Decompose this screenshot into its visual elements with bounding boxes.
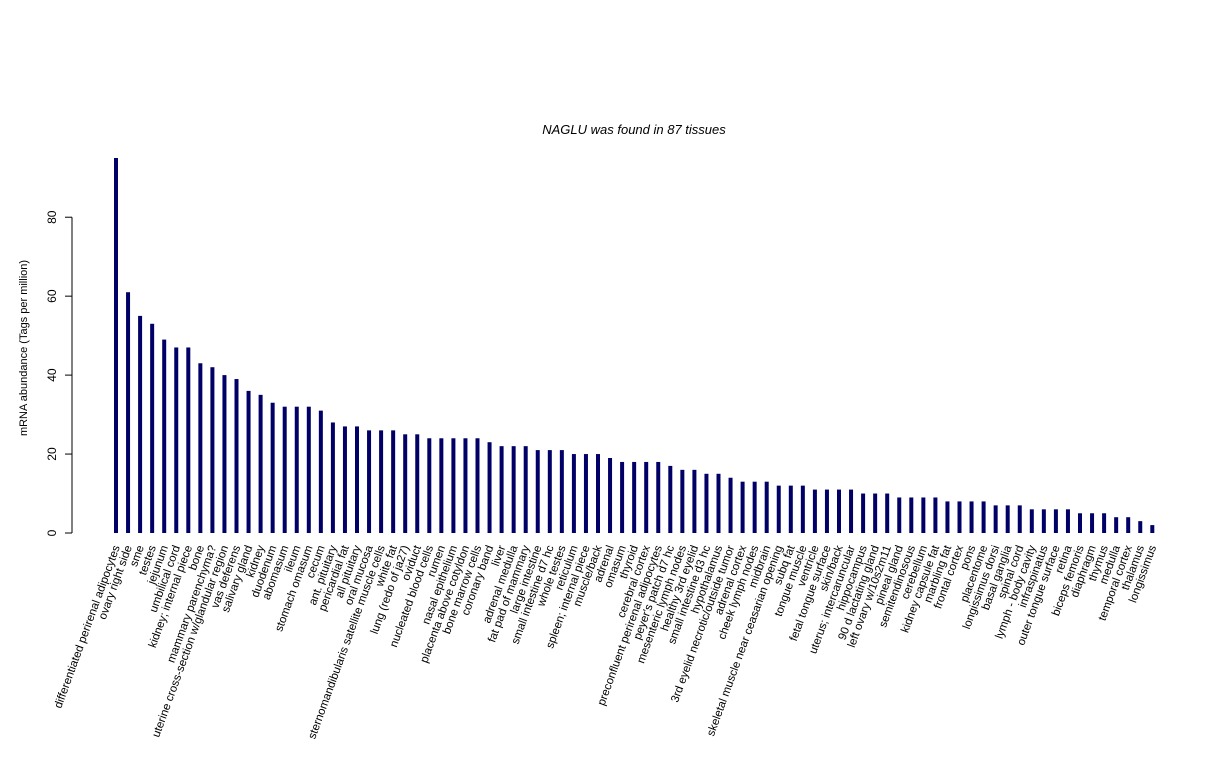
bar bbox=[174, 347, 179, 533]
bar bbox=[668, 465, 673, 533]
bar bbox=[1138, 521, 1143, 533]
bar bbox=[222, 375, 227, 533]
bar bbox=[355, 426, 359, 533]
bar bbox=[186, 347, 191, 533]
bar bbox=[728, 477, 733, 533]
bar bbox=[885, 493, 890, 533]
bar bbox=[463, 438, 468, 533]
bar bbox=[993, 505, 998, 533]
bar bbox=[812, 489, 817, 533]
bar bbox=[644, 461, 649, 533]
bar bbox=[1005, 505, 1010, 533]
bar bbox=[1041, 509, 1046, 533]
bar bbox=[945, 501, 950, 533]
bar bbox=[981, 501, 986, 533]
bar bbox=[933, 497, 938, 533]
bar bbox=[861, 493, 866, 533]
bar bbox=[439, 438, 444, 533]
bar bbox=[897, 497, 902, 533]
bar bbox=[776, 485, 781, 533]
bar bbox=[559, 450, 564, 533]
bar bbox=[969, 501, 974, 533]
bar bbox=[680, 469, 685, 533]
bar bbox=[1090, 513, 1095, 533]
bar bbox=[873, 493, 878, 533]
bar bbox=[608, 458, 613, 533]
bar bbox=[692, 469, 697, 533]
bar bbox=[740, 481, 745, 533]
bar bbox=[909, 497, 914, 533]
bar bbox=[656, 461, 661, 533]
bar bbox=[367, 430, 372, 533]
bar bbox=[391, 430, 396, 533]
bar bbox=[246, 390, 251, 533]
y-tick-label: 0 bbox=[45, 529, 59, 536]
bar bbox=[632, 461, 637, 533]
bar bbox=[162, 339, 167, 533]
bar bbox=[571, 454, 576, 533]
chart-title: NAGLU was found in 87 tissues bbox=[542, 122, 726, 137]
bar bbox=[1126, 517, 1131, 533]
bar bbox=[1029, 509, 1034, 533]
y-tick-label: 60 bbox=[45, 289, 59, 303]
bar bbox=[451, 438, 456, 533]
bar bbox=[487, 442, 492, 533]
bar bbox=[752, 481, 757, 533]
bar bbox=[1078, 513, 1082, 533]
bar bbox=[921, 497, 926, 533]
bar bbox=[427, 438, 432, 533]
bar bbox=[800, 485, 805, 533]
bar bbox=[258, 394, 263, 533]
bar bbox=[198, 363, 203, 533]
bar bbox=[1102, 513, 1107, 533]
x-tick-label: differentiated perirenal adipocytes bbox=[53, 544, 123, 710]
bar bbox=[210, 367, 215, 533]
y-axis-label: mRNA abundance (Tags per million) bbox=[18, 260, 30, 436]
bar bbox=[234, 379, 239, 533]
bar bbox=[764, 481, 769, 533]
bar bbox=[535, 450, 540, 533]
bar bbox=[330, 422, 335, 533]
bar bbox=[138, 315, 143, 533]
bar bbox=[849, 489, 854, 533]
bar bbox=[126, 292, 131, 533]
bar bbox=[415, 434, 420, 533]
bar bbox=[788, 485, 793, 533]
bar bbox=[1150, 525, 1155, 533]
bar bbox=[1053, 509, 1058, 533]
bar bbox=[499, 446, 504, 533]
bar bbox=[1017, 505, 1022, 533]
bar bbox=[523, 446, 528, 533]
bar bbox=[282, 406, 287, 533]
bar bbox=[837, 489, 841, 533]
bar bbox=[596, 454, 600, 533]
bar bbox=[716, 473, 721, 533]
bar bbox=[475, 438, 480, 533]
bar bbox=[620, 461, 625, 533]
bar bbox=[150, 323, 155, 533]
bar bbox=[511, 446, 516, 533]
bar bbox=[270, 402, 275, 533]
y-tick-label: 40 bbox=[45, 368, 59, 382]
bar bbox=[403, 434, 408, 533]
bar bbox=[1114, 517, 1119, 533]
x-axis-tick-labels: differentiated perirenal adipocytesovary… bbox=[53, 543, 1160, 741]
y-tick-label: 20 bbox=[45, 447, 59, 461]
bar bbox=[957, 501, 962, 533]
bar bbox=[583, 454, 588, 533]
bar bbox=[342, 426, 347, 533]
bar bbox=[306, 406, 311, 533]
bar bbox=[547, 450, 552, 533]
y-tick-label: 80 bbox=[45, 210, 59, 224]
bar bbox=[318, 410, 323, 533]
bar bbox=[294, 406, 299, 533]
bar bbox=[824, 489, 829, 533]
bar bbox=[114, 158, 118, 533]
y-axis: 0 20 40 60 80 bbox=[45, 210, 73, 536]
bar-series bbox=[114, 158, 1155, 533]
bar bbox=[1065, 509, 1070, 533]
bar bbox=[379, 430, 384, 533]
bar bbox=[704, 473, 709, 533]
